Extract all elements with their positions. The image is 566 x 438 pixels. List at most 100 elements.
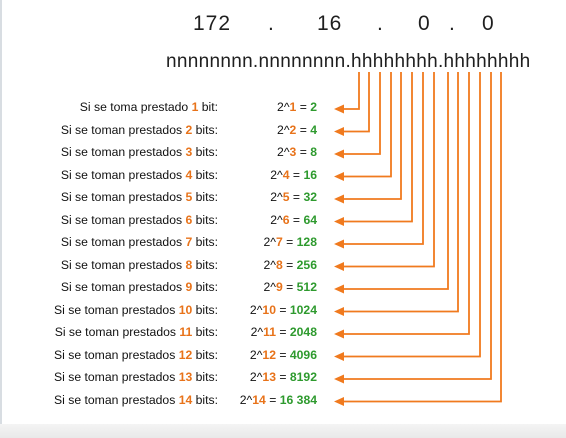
equals-sign: = [296,100,311,114]
label-suffix: bits: [192,235,218,249]
power-base: 2^ [250,325,264,339]
subnet-calculation: 2^7 = 128 [263,235,317,253]
bit-arrow [334,72,449,294]
subnet-count: 16 [303,167,317,182]
subnet-count: 1024 [289,302,317,317]
label-text: Si se toman prestados [54,325,180,339]
subnet-count: 64 [303,212,317,227]
bit-count: 1 [191,100,199,114]
borrowed-bits-label: Si se toma prestado 1 bit: [80,100,218,114]
subnet-calculation: 2^2 = 4 [277,123,317,141]
borrowed-bits-row: Si se toman prestados 5 bits: [0,190,218,208]
subnet-count: 128 [296,235,317,249]
subnet-calculation: 2^11 = 2048 [251,325,317,343]
equals-sign: = [282,235,297,249]
subnet-calculation: 2^6 = 64 [270,213,317,231]
subnet-calculation: 2^1 = 2 [277,100,317,118]
power-base: 2^ [270,190,283,204]
bit-count: 7 [185,235,193,249]
bit-count: 8 [185,257,193,272]
ip-dot-1: . [268,12,275,35]
ip-octet-1: 172 [193,12,232,35]
label-suffix: bits: [192,190,218,204]
ip-octet-4: 0 [482,12,495,35]
bit-count: 2 [185,122,193,137]
label-text: Si se toman prestados [60,235,186,249]
ip-dot-3: . [449,12,456,35]
power-exponent: 9 [275,280,283,294]
subnet-calculation: 2^8 = 256 [263,258,317,276]
power-base: 2^ [277,122,290,137]
bit-arrow [334,72,424,249]
subnet-calculation: 2^13 = 8192 [250,370,317,388]
borrowed-bits-row: Si se toman prestados 14 bits: [0,393,218,411]
bit-arrow [334,72,492,384]
power-exponent: 12 [262,347,276,362]
label-text: Si se toman prestados [60,212,186,227]
label-text: Si se toman prestados [60,167,186,182]
power-exponent: 14 [252,392,266,407]
borrowed-bits-label: Si se toman prestados 9 bits: [61,280,218,294]
label-suffix: bits: [192,347,218,362]
equals-sign: = [265,392,280,407]
borrowed-bits-label: Si se toman prestados 12 bits: [54,348,218,362]
bit-count: 14 [178,392,193,407]
equals-sign: = [289,167,304,182]
borrowed-bits-label: Si se toman prestados 2 bits: [61,123,218,137]
bit-count: 10 [178,302,193,317]
borrowed-bits-label: Si se toman prestados 8 bits: [61,258,218,272]
equals-sign: = [275,347,290,362]
power-base: 2^ [263,280,276,294]
bit-count: 13 [178,370,193,384]
label-text: Si se toman prestados [60,257,186,272]
label-suffix: bits: [192,392,218,407]
subnet-count: 2048 [289,325,317,339]
label-suffix: bit: [198,100,218,114]
equals-sign: = [275,325,290,339]
label-text: Si se toman prestados [54,392,179,407]
borrowed-bits-row: Si se toman prestados 10 bits: [0,303,218,321]
power-base: 2^ [249,370,263,384]
equals-sign: = [275,302,290,317]
borrowed-bits-label: Si se toman prestados 7 bits: [61,235,218,249]
bottom-band [0,424,566,438]
subnet-count: 256 [296,257,317,272]
subnet-calculation: 2^4 = 16 [270,168,317,186]
subnet-count: 32 [303,190,317,204]
borrowed-bits-label: Si se toman prestados 10 bits: [54,303,218,317]
power-exponent: 3 [289,145,297,159]
subnet-calculation: 2^14 = 16 384 [240,393,317,411]
power-exponent: 2 [289,122,297,137]
label-suffix: bits: [192,370,218,384]
ip-octet-3: 0 [418,12,431,35]
borrowed-bits-label: Si se toman prestados 14 bits: [54,393,218,407]
subnet-count: 4096 [289,347,317,362]
borrowed-bits-label: Si se toman prestados 4 bits: [61,168,218,182]
bit-arrow [334,72,392,181]
power-base: 2^ [263,235,276,249]
power-base: 2^ [277,100,290,114]
ip-dot-2: . [377,12,384,35]
borrowed-bits-row: Si se toman prestados 2 bits: [0,123,218,141]
bit-arrow [334,72,381,159]
borrowed-bits-row: Si se toman prestados 3 bits: [0,145,218,163]
bit-arrow [334,72,413,226]
ip-octet-2: 16 [317,12,343,35]
bit-arrow [334,72,502,406]
subnet-calculation: 2^5 = 32 [270,190,317,208]
bit-count: 6 [185,212,193,227]
label-suffix: bits: [192,257,218,272]
power-exponent: 6 [282,212,290,227]
borrowed-bits-row: Si se toman prestados 8 bits: [0,258,218,276]
label-suffix: bits: [192,167,218,182]
power-exponent: 13 [262,370,276,384]
bit-arrow [334,72,402,204]
label-suffix: bits: [192,212,218,227]
power-exponent: 11 [263,325,276,339]
bit-count: 3 [185,145,193,159]
equals-sign: = [289,190,304,204]
bit-count: 5 [185,190,193,204]
equals-sign: = [282,257,297,272]
label-text: Si se toman prestados [60,190,186,204]
